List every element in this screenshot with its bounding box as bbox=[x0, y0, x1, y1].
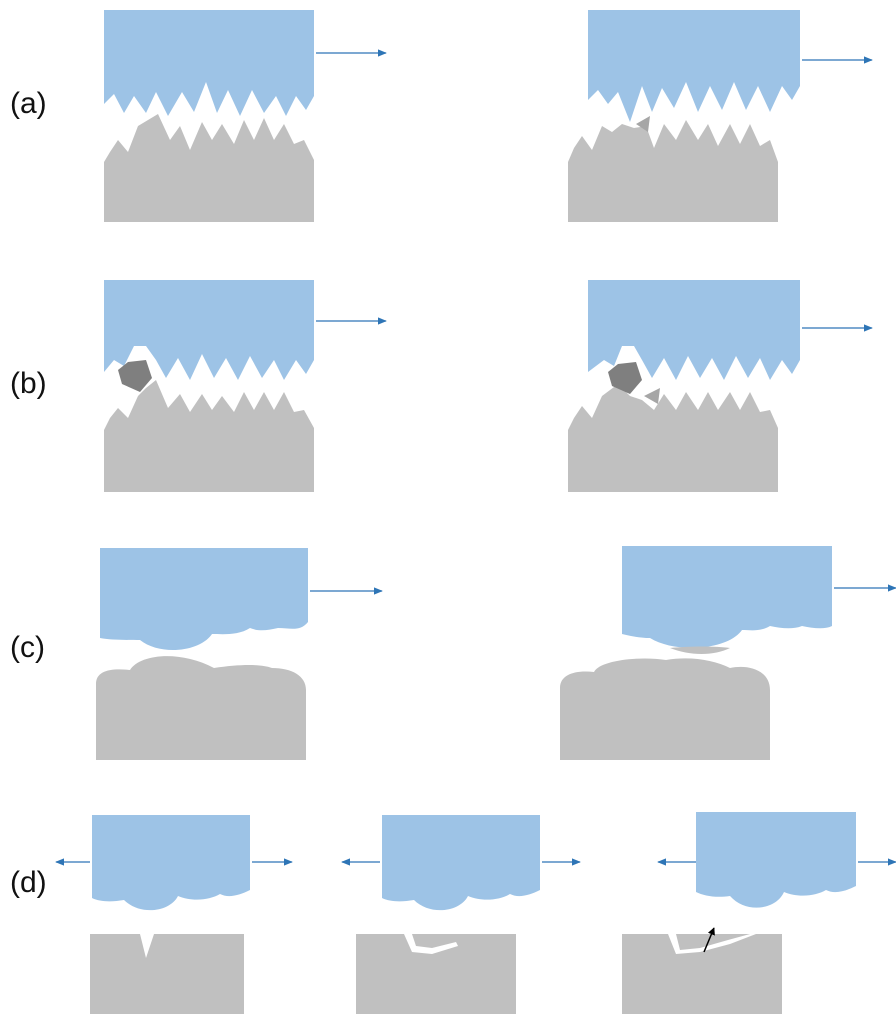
lower-body bbox=[568, 384, 778, 492]
row-a-right-panel bbox=[568, 10, 873, 222]
row-b-right-panel bbox=[568, 280, 873, 492]
upper-body bbox=[100, 548, 308, 651]
upper-body bbox=[696, 812, 856, 908]
lower-body bbox=[104, 114, 314, 222]
row-a-left-panel bbox=[104, 10, 387, 222]
row-d-panel-3 bbox=[622, 812, 896, 1014]
lower-body bbox=[96, 656, 306, 760]
wear-fragment bbox=[644, 388, 660, 404]
wear-fragment bbox=[636, 116, 650, 132]
upper-body bbox=[588, 280, 800, 380]
row-c-left-panel bbox=[96, 548, 383, 760]
lower-body bbox=[568, 120, 778, 222]
upper-body bbox=[382, 815, 540, 911]
lower-body bbox=[104, 380, 314, 492]
upper-body bbox=[92, 815, 250, 911]
upper-body bbox=[104, 10, 314, 116]
row-label-c: (c) bbox=[10, 631, 45, 664]
crack bbox=[404, 934, 458, 954]
lower-body bbox=[90, 934, 244, 1014]
crack-propagation-arrow bbox=[703, 927, 715, 953]
row-label-d: (d) bbox=[10, 866, 47, 899]
crack bbox=[140, 934, 154, 958]
row-c-right-panel bbox=[560, 546, 896, 760]
debris-particle bbox=[118, 360, 152, 392]
upper-body bbox=[104, 280, 314, 380]
lower-body bbox=[622, 934, 782, 1014]
row-b-left-panel bbox=[104, 280, 387, 492]
upper-body bbox=[622, 546, 832, 648]
lower-body bbox=[356, 934, 516, 1014]
row-d-panel-1 bbox=[55, 815, 293, 1014]
debris-particle bbox=[608, 362, 642, 394]
crack bbox=[668, 934, 756, 954]
upper-body bbox=[588, 10, 800, 122]
row-label-a: (a) bbox=[10, 87, 47, 120]
row-label-b: (b) bbox=[10, 367, 47, 400]
transferred-fragment bbox=[670, 646, 730, 654]
row-d-panel-2 bbox=[341, 815, 581, 1014]
lower-body bbox=[560, 658, 770, 760]
